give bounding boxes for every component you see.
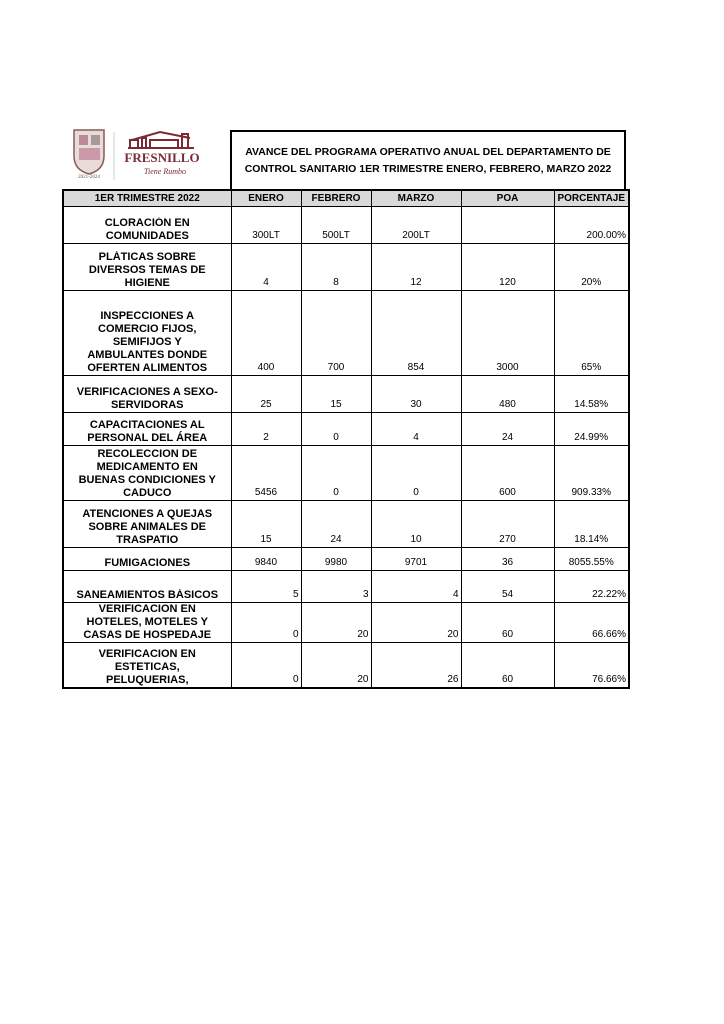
cell-febrero: 20 <box>300 602 372 643</box>
cell-enero: 5 <box>230 570 302 603</box>
svg-text:Tiene Rumbo: Tiene Rumbo <box>144 167 186 176</box>
table-row: RECOLECCION DE MEDICAMENTO EN BUENAS CON… <box>62 445 630 501</box>
cell-febrero: 15 <box>300 375 372 413</box>
cell-porcentaje: 8055.55% <box>553 547 630 571</box>
cell-marzo: 4 <box>370 570 462 603</box>
cell-poa: 3000 <box>460 290 555 376</box>
cell-poa: 54 <box>460 570 555 603</box>
cell-porcentaje: 909.33% <box>553 445 630 501</box>
row-label: SANEAMIENTOS BÁSICOS <box>62 570 232 603</box>
cell-porcentaje: 14.58% <box>553 375 630 413</box>
header-enero: ENERO <box>230 189 302 207</box>
cell-marzo: 12 <box>370 243 462 291</box>
cell-febrero: 0 <box>300 412 372 446</box>
row-label: FUMIGACIONES <box>62 547 232 571</box>
cell-febrero: 9980 <box>300 547 372 571</box>
row-label: PLÁTICAS SOBRE DIVERSOS TEMAS DE HIGIENE <box>62 243 232 291</box>
cell-marzo: 4 <box>370 412 462 446</box>
cell-febrero: 0 <box>300 445 372 501</box>
header-febrero: FEBRERO <box>300 189 372 207</box>
report-title: AVANCE DEL PROGRAMA OPERATIVO ANUAL DEL … <box>244 145 612 175</box>
svg-text:FRESNILLO: FRESNILLO <box>124 150 199 165</box>
cell-marzo: 10 <box>370 500 462 548</box>
cell-enero: 300LT <box>230 206 302 244</box>
table-row: VERIFICACIONES A SEXO- SERVIDORAS 25 15 30 4… <box>62 375 630 413</box>
row-label: VERIFICACIONES A SEXO- SERVIDORAS <box>62 375 232 413</box>
cell-poa: 60 <box>460 602 555 643</box>
row-label: CAPACITACIONES AL PERSONAL DEL ÁREA <box>62 412 232 446</box>
coat-of-arms-icon: 2021-2024 FRESNILLO Tiene Rumbo <box>73 129 200 180</box>
table-row: VERIFICACION EN ESTETICAS, PELUQUERIAS, 0… <box>62 642 630 688</box>
report-table: 1ER TRIMESTRE 2022 ENERO FEBRERO MARZO P… <box>62 189 630 689</box>
cell-porcentaje: 76.66% <box>553 642 630 688</box>
cell-porcentaje: 66.66% <box>553 602 630 643</box>
cell-marzo: 20 <box>370 602 462 643</box>
header-row: 1ER TRIMESTRE 2022 ENERO FEBRERO MARZO P… <box>62 189 630 207</box>
cell-marzo: 9701 <box>370 547 462 571</box>
cell-febrero: 700 <box>300 290 372 376</box>
cell-febrero: 20 <box>300 642 372 688</box>
cell-porcentaje: 18.14% <box>553 500 630 548</box>
cell-enero: 9840 <box>230 547 302 571</box>
cell-febrero: 3 <box>300 570 372 603</box>
row-label: CLORACIÓN EN COMUNIDADES <box>62 206 232 244</box>
row-label: RECOLECCION DE MEDICAMENTO EN BUENAS CON… <box>62 445 232 501</box>
cell-porcentaje: 22.22% <box>553 570 630 603</box>
cell-enero: 4 <box>230 243 302 291</box>
table-row: CAPACITACIONES AL PERSONAL DEL ÁREA 2 0 4 24… <box>62 412 630 446</box>
table-row: SANEAMIENTOS BÁSICOS 5 3 4 54 22.22% <box>62 570 630 603</box>
table-row: ATENCIONES A QUEJAS SOBRE ANIMALES DE TR… <box>62 500 630 548</box>
cell-poa: 60 <box>460 642 555 688</box>
cell-poa: 480 <box>460 375 555 413</box>
cell-enero: 0 <box>230 642 302 688</box>
header-marzo: MARZO <box>370 189 462 207</box>
svg-text:2021-2024: 2021-2024 <box>78 175 100 180</box>
cell-enero: 2 <box>230 412 302 446</box>
cell-enero: 25 <box>230 375 302 413</box>
cell-porcentaje: 65% <box>553 290 630 376</box>
row-label: ATENCIONES A QUEJAS SOBRE ANIMALES DE TR… <box>62 500 232 548</box>
row-label: INSPECCIONES A COMERCIO FIJOS, SEMIFIJOS… <box>62 290 232 376</box>
table-row: FUMIGACIONES 9840 9980 9701 36 8055.55% <box>62 547 630 571</box>
cell-febrero: 24 <box>300 500 372 548</box>
cell-marzo: 200LT <box>370 206 462 244</box>
cell-poa: 24 <box>460 412 555 446</box>
cell-febrero: 8 <box>300 243 372 291</box>
row-label: VERIFICACION EN HOTELES, MOTELES Y CASAS… <box>62 602 232 643</box>
cell-poa <box>460 206 555 244</box>
cell-marzo: 26 <box>370 642 462 688</box>
cell-febrero: 500LT <box>300 206 372 244</box>
cell-enero: 5456 <box>230 445 302 501</box>
cell-marzo: 0 <box>370 445 462 501</box>
cell-marzo: 854 <box>370 290 462 376</box>
cell-enero: 15 <box>230 500 302 548</box>
cell-marzo: 30 <box>370 375 462 413</box>
cell-poa: 120 <box>460 243 555 291</box>
fresnillo-logo: 2021-2024 FRESNILLO Tiene Rumbo <box>70 126 220 184</box>
table-row: INSPECCIONES A COMERCIO FIJOS, SEMIFIJOS… <box>62 290 630 376</box>
cell-enero: 0 <box>230 602 302 643</box>
row-label: VERIFICACION EN ESTETICAS, PELUQUERIAS, <box>62 642 232 688</box>
table-row: VERIFICACION EN HOTELES, MOTELES Y CASAS… <box>62 602 630 643</box>
header-poa: POA <box>460 189 555 207</box>
table-row: CLORACIÓN EN COMUNIDADES 300LT 500LT 200LT 2… <box>62 206 630 244</box>
header-porcentaje: PORCENTAJE <box>553 189 630 207</box>
cell-porcentaje: 20% <box>553 243 630 291</box>
header-trimestre: 1ER TRIMESTRE 2022 <box>62 189 232 207</box>
cell-poa: 36 <box>460 547 555 571</box>
cell-poa: 270 <box>460 500 555 548</box>
cell-porcentaje: 200.00% <box>553 206 630 244</box>
cell-enero: 400 <box>230 290 302 376</box>
cell-porcentaje: 24.99% <box>553 412 630 446</box>
cell-poa: 600 <box>460 445 555 501</box>
report-title-box: AVANCE DEL PROGRAMA OPERATIVO ANUAL DEL … <box>230 130 626 189</box>
table-row: PLÁTICAS SOBRE DIVERSOS TEMAS DE HIGIENE… <box>62 243 630 291</box>
